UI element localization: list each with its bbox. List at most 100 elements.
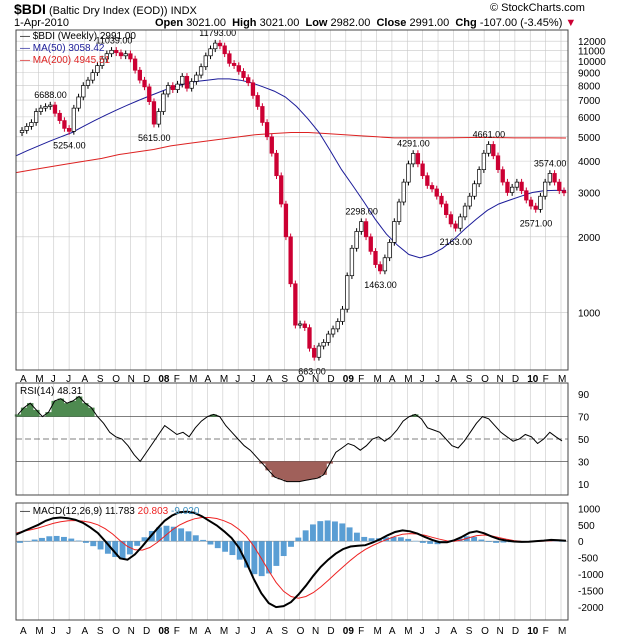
candle [335, 321, 340, 330]
candle [500, 169, 505, 183]
candle [528, 199, 534, 207]
brand-watermark[interactable]: © StockCharts.com [490, 2, 585, 14]
candle [321, 342, 326, 347]
price-panel [15, 29, 569, 371]
price-annotation: 2571.00 [520, 218, 553, 228]
candle [326, 333, 331, 343]
candle [231, 62, 237, 66]
candle [109, 49, 114, 55]
candle [510, 186, 515, 193]
macd-histogram-bar [280, 541, 287, 557]
candle [264, 122, 270, 138]
macd-histogram-bar [214, 541, 221, 549]
candle [382, 257, 388, 272]
x-tick-label: A [204, 626, 211, 637]
macd-tick: -1000 [578, 570, 604, 581]
candle [132, 58, 138, 71]
x-tick-label: A [266, 374, 273, 385]
x-tick-label: M [189, 626, 197, 637]
macd-histogram-bar [68, 538, 75, 542]
macd-histogram-bar [119, 541, 126, 559]
x-tick-label: O [481, 374, 489, 385]
x-tick-label: M [35, 374, 43, 385]
x-tick-label: S [97, 374, 104, 385]
macd-histogram-bar [493, 541, 500, 543]
candle [533, 205, 538, 210]
candle [33, 111, 39, 123]
macd-histogram-bar [288, 541, 294, 547]
candle [29, 122, 34, 127]
macd-histogram-bar [412, 540, 419, 542]
low-label: Low [305, 17, 328, 29]
candle [151, 101, 157, 125]
candle [52, 104, 58, 114]
x-tick-label: D [143, 626, 150, 637]
candle [396, 201, 402, 222]
candle [274, 152, 279, 177]
macd-histogram-bar [112, 541, 119, 558]
candle [250, 82, 256, 96]
candle [104, 53, 109, 60]
candle [477, 169, 482, 185]
x-tick-label: M [558, 374, 566, 385]
x-tick-label: J [251, 374, 256, 385]
macd-histogram-bar [456, 538, 463, 542]
rsi-tick: 10 [578, 480, 590, 491]
macd-tick: -2000 [578, 603, 604, 614]
x-tick-label: J [435, 626, 440, 637]
candle [359, 221, 364, 232]
candle [444, 203, 449, 215]
y-tick-label: 5000 [578, 133, 601, 144]
candle [81, 85, 86, 98]
macd-histogram-bar [207, 541, 214, 545]
y-tick-label: 11000 [578, 47, 606, 58]
macd-histogram-bar [302, 530, 309, 542]
legend-ma50: — MA(50) 3058.42 [20, 43, 105, 54]
candle [241, 71, 246, 78]
x-tick-label: F [543, 374, 549, 385]
candle [19, 130, 25, 133]
candle [448, 214, 454, 225]
macd-histogram-bar [266, 541, 272, 574]
x-tick-label: J [235, 626, 240, 637]
x-tick-label: O [481, 626, 489, 637]
x-tick-label: J [251, 626, 256, 637]
macd-histogram-bar [251, 541, 258, 575]
x-tick-label: 09 [343, 626, 355, 637]
candle [118, 52, 124, 57]
x-tick-label: 09 [343, 374, 355, 385]
rsi-overbought-fill [14, 396, 419, 417]
candle [114, 49, 119, 54]
macd-histogram-bar [178, 528, 185, 542]
x-tick-label: O [297, 374, 305, 385]
price-annotation: 2298.00 [345, 207, 378, 217]
x-tick-label: D [512, 626, 519, 637]
candle [307, 327, 312, 349]
macd-histogram-bar [397, 537, 404, 542]
macd-tick: -500 [578, 554, 598, 565]
candle [392, 221, 397, 243]
x-tick-label: F [358, 374, 364, 385]
candle [227, 53, 232, 64]
chg-label: Chg [455, 17, 477, 29]
x-tick-label: M [558, 626, 566, 637]
y-tick-label: 3000 [578, 189, 601, 200]
macd-tick: 1000 [578, 504, 601, 515]
rsi-panel [15, 382, 569, 496]
x-tick-label: N [497, 626, 504, 637]
candle [524, 190, 529, 201]
price-annotation: 1463.00 [364, 280, 397, 290]
candle [557, 181, 562, 192]
macd-histogram-bar [551, 540, 558, 542]
x-tick-label: O [112, 374, 120, 385]
price-annotation: 2163.00 [440, 237, 473, 247]
open-value: 3021.00 [186, 17, 226, 29]
candle [217, 42, 223, 47]
x-tick-label: 08 [158, 374, 170, 385]
x-tick-label: A [266, 626, 273, 637]
macd-histogram-bar [53, 535, 60, 542]
x-tick-label: A [204, 374, 211, 385]
candle [246, 77, 251, 84]
candle [57, 112, 62, 121]
y-tick-label: 7000 [578, 96, 601, 107]
